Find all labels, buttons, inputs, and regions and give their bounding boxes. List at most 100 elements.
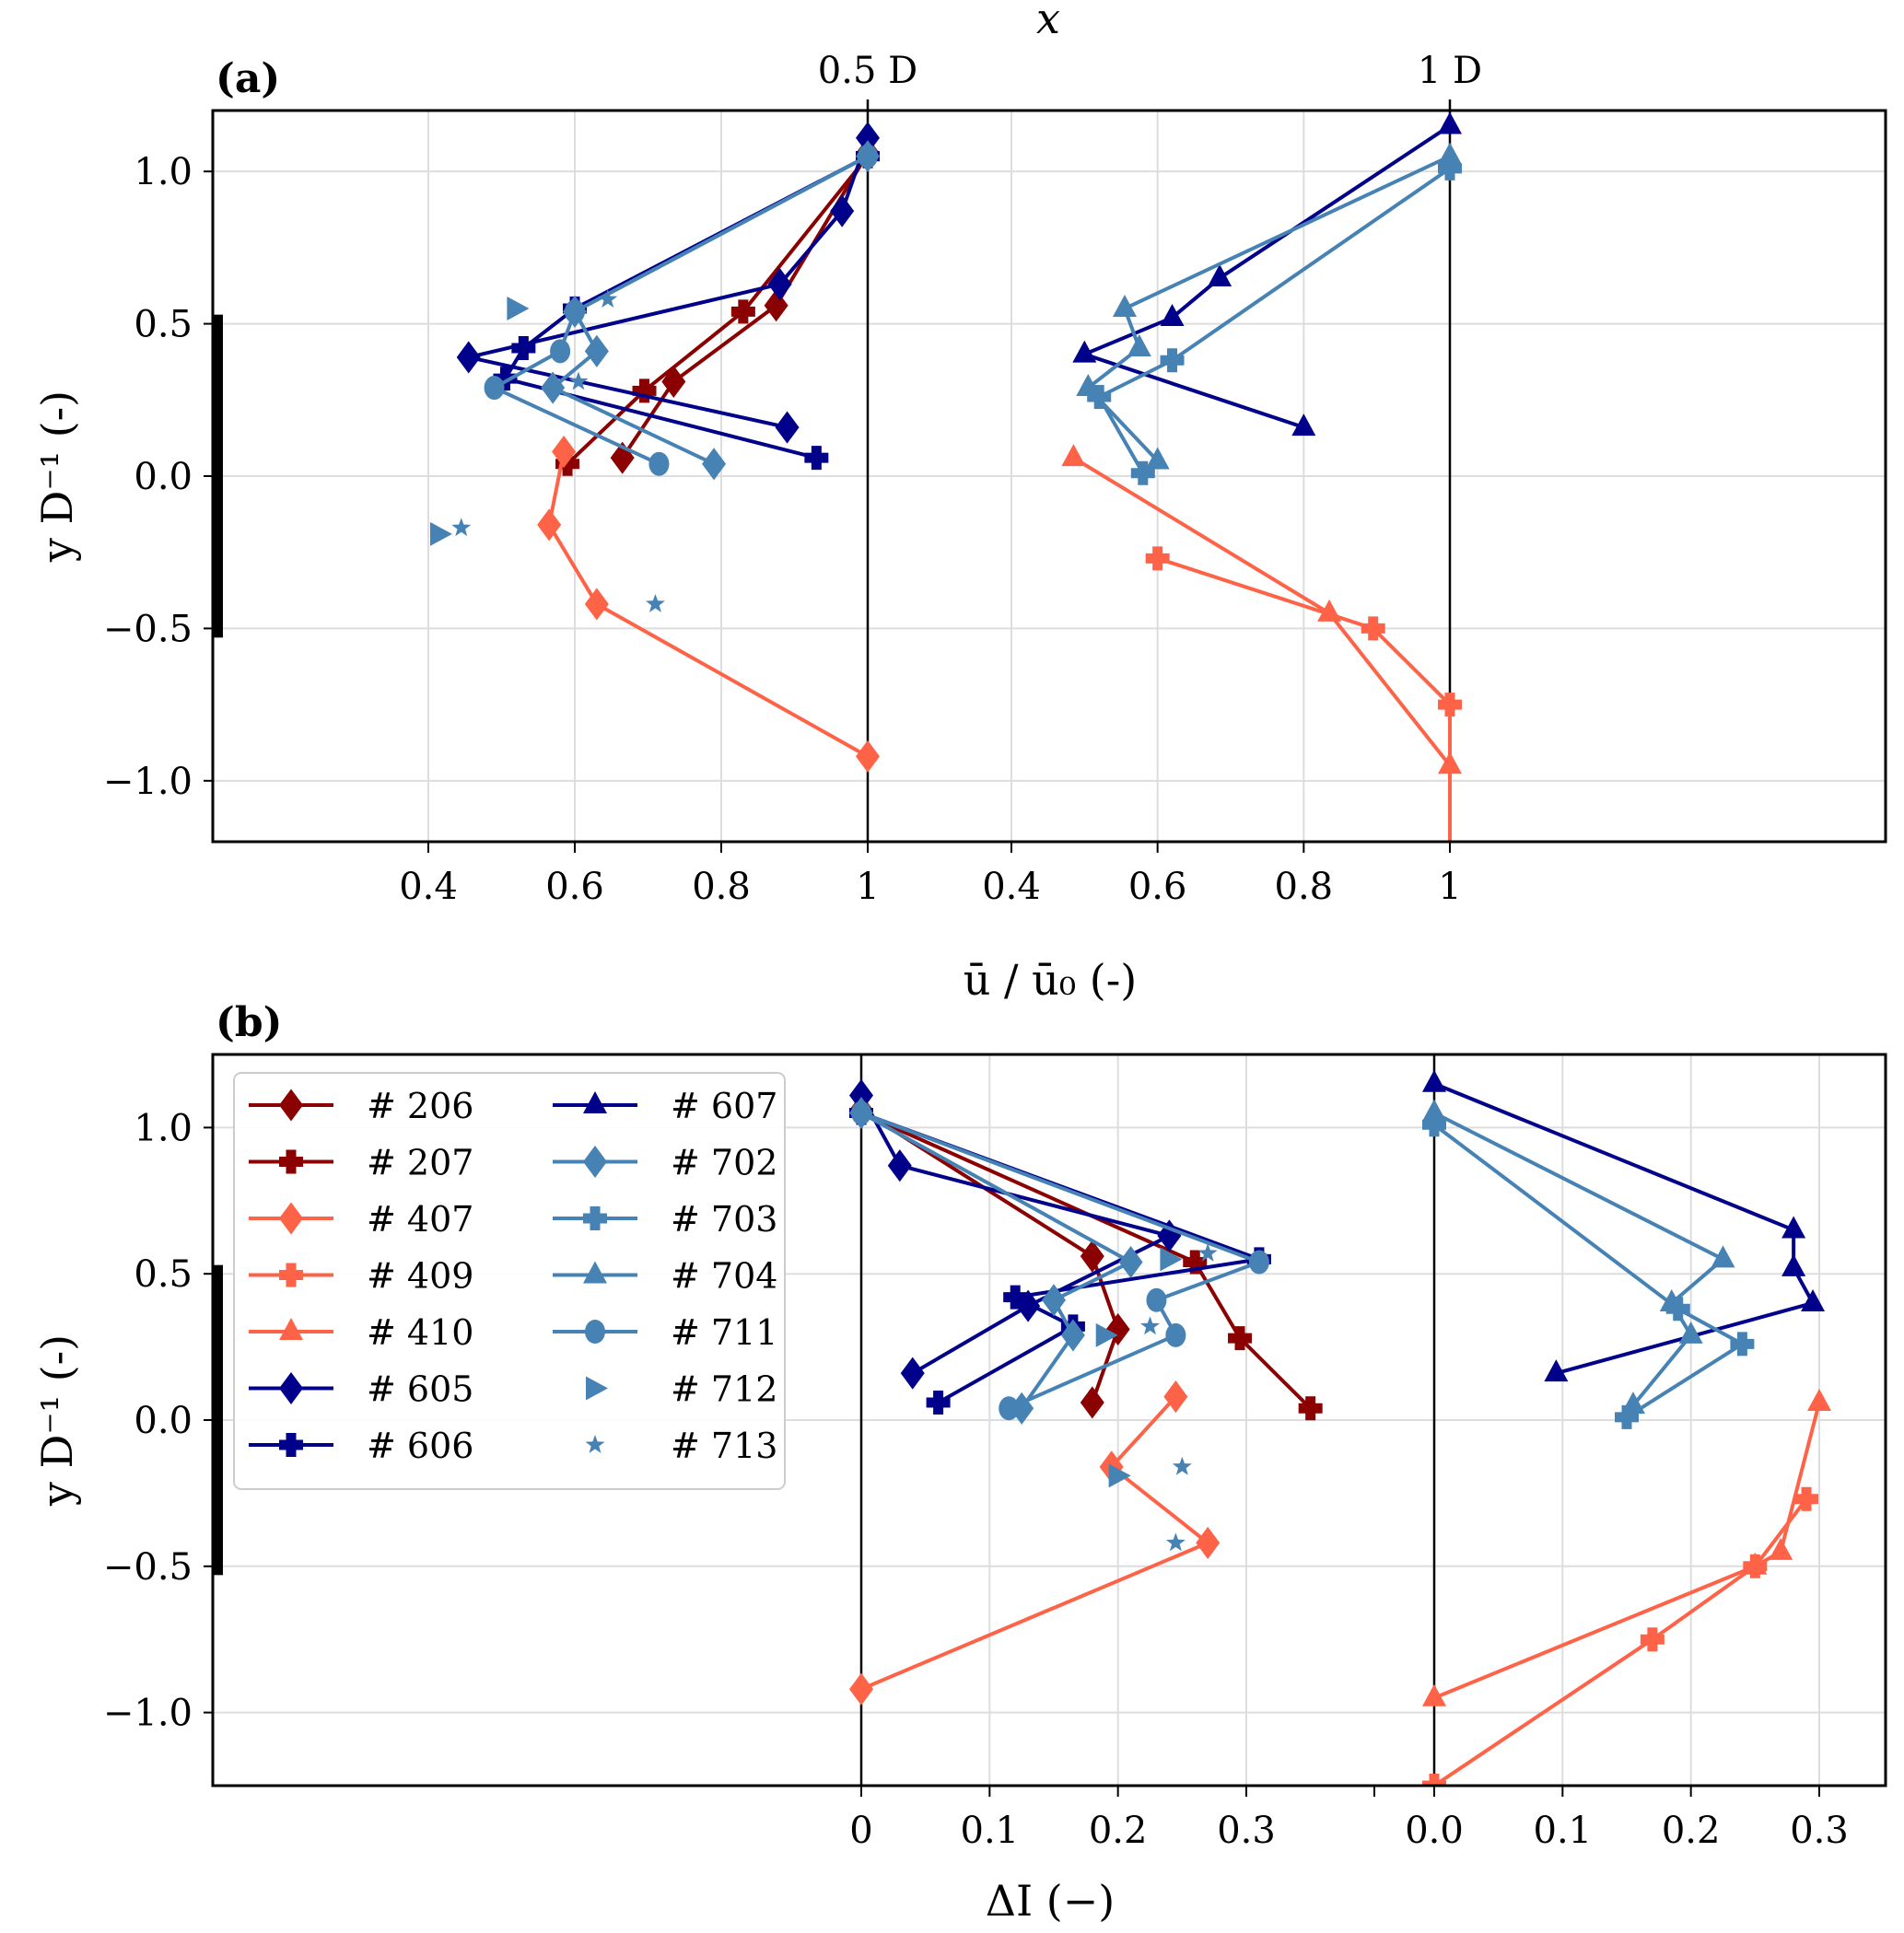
panel-b-station-lines xyxy=(859,1054,1436,1786)
data-point-606 xyxy=(493,367,518,391)
x-tick-label: 0.0 xyxy=(1405,1810,1464,1852)
legend-entry-607: # 607 xyxy=(553,1086,777,1126)
y-tick-label: −0.5 xyxy=(103,1546,193,1589)
legend-marker-606 xyxy=(279,1433,303,1457)
legend-label: # 409 xyxy=(367,1256,473,1297)
data-point-702 xyxy=(702,448,727,481)
legend-label: # 712 xyxy=(671,1369,777,1410)
data-point-607 xyxy=(1781,1216,1806,1239)
data-point-704 xyxy=(1620,1392,1645,1415)
data-point-711 xyxy=(858,144,878,169)
data-point-607 xyxy=(1544,1359,1569,1382)
data-point-704 xyxy=(1438,142,1462,165)
legend-entry-704: # 704 xyxy=(553,1256,777,1297)
data-point-711 xyxy=(851,1100,871,1125)
data-point-407 xyxy=(537,508,562,541)
data-point-713 xyxy=(645,593,665,612)
data-point-607 xyxy=(1072,340,1097,363)
series-607 xyxy=(1422,1069,1826,1382)
legend-marker-206 xyxy=(279,1089,303,1122)
series-207 xyxy=(555,144,880,476)
legend-marker-409 xyxy=(279,1263,303,1287)
data-point-606 xyxy=(926,1390,951,1415)
data-point-712 xyxy=(1095,1322,1118,1347)
legend-label: # 713 xyxy=(671,1426,777,1466)
x-tick-label: 0.3 xyxy=(1790,1810,1849,1852)
series-712 xyxy=(429,297,530,546)
panel-b: −1.0−0.50.00.51.00 0.1 0.2 0.3 0.0 0.1 0.2 0.3 … xyxy=(32,999,1887,1926)
body-extent-bar xyxy=(212,314,223,638)
series-407 xyxy=(537,435,880,773)
legend-label: # 711 xyxy=(671,1312,777,1353)
y-tick-label: 1.0 xyxy=(134,1107,193,1149)
legend-label: # 410 xyxy=(367,1312,473,1353)
x-tick-label: 1 xyxy=(856,866,879,908)
data-point-702 xyxy=(1118,1245,1143,1279)
panel-a-grid xyxy=(213,111,1886,842)
data-point-713 xyxy=(598,289,618,309)
data-point-703 xyxy=(1615,1404,1639,1429)
panel-a-series xyxy=(429,111,1462,842)
legend-entry-407: # 407 xyxy=(249,1199,473,1240)
series-line-410 xyxy=(1433,1402,1821,1700)
panel-b-series xyxy=(849,1069,1831,1786)
panel-a-station-label-1: 1 D xyxy=(1418,50,1482,92)
x-tick-label: 0.6 xyxy=(1128,866,1187,908)
data-point-703 xyxy=(1160,348,1185,373)
data-point-711 xyxy=(648,451,670,476)
data-point-206 xyxy=(661,365,686,398)
data-point-409 xyxy=(1145,546,1170,571)
data-point-410 xyxy=(1317,599,1342,622)
series-711 xyxy=(851,1100,1269,1421)
data-point-704 xyxy=(1659,1288,1684,1311)
legend-marker-410 xyxy=(279,1318,303,1340)
data-point-711 xyxy=(550,339,571,364)
x-tick-label: 0.2 xyxy=(1089,1810,1148,1852)
data-point-704 xyxy=(1112,295,1137,318)
panel-a-station-lines xyxy=(866,99,1452,842)
panel-a-ticks: −1.0 −0.5 0.0 0.5 1.0 0.4 0.6 0.8 1 0.4 0.6 0.8 1 xyxy=(103,151,1462,908)
data-point-711 xyxy=(484,376,505,401)
y-tick-label: 0.0 xyxy=(134,456,193,498)
series-line-703 xyxy=(1432,1123,1745,1419)
legend-label: # 607 xyxy=(671,1086,777,1126)
series-712 xyxy=(1095,1247,1183,1488)
data-point-409 xyxy=(1640,1627,1665,1652)
data-point-407 xyxy=(584,588,609,621)
legend-label: # 703 xyxy=(671,1199,777,1240)
x-tick-label: 0.2 xyxy=(1662,1810,1721,1852)
panel-a: −1.0 −0.5 0.0 0.5 1.0 0.4 0.6 0.8 1 0.4 0.6 0.8 1 (a… xyxy=(32,0,1887,1005)
data-point-711 xyxy=(565,299,585,324)
data-point-607 xyxy=(1422,1069,1446,1092)
x-tick-label: 0.1 xyxy=(961,1810,1020,1852)
x-tick-label: 0.4 xyxy=(399,866,458,908)
data-point-713 xyxy=(1140,1316,1160,1335)
data-point-605 xyxy=(887,1149,912,1182)
legend-label: # 605 xyxy=(367,1369,473,1410)
data-point-607 xyxy=(1781,1253,1806,1276)
data-point-606 xyxy=(1003,1285,1028,1310)
legend-label: # 606 xyxy=(367,1426,473,1466)
data-point-410 xyxy=(1422,1683,1446,1706)
y-tick-label: −0.5 xyxy=(103,608,193,650)
data-point-606 xyxy=(511,336,536,361)
panel-b-xlabel: ΔI (−) xyxy=(986,1876,1115,1926)
x-tick-label: 0.6 xyxy=(545,866,604,908)
data-point-207 xyxy=(555,451,580,476)
series-line-207 xyxy=(566,155,870,466)
series-703 xyxy=(1422,1112,1755,1429)
data-point-407 xyxy=(1163,1380,1188,1414)
series-407 xyxy=(849,1380,1221,1706)
legend-marker-207 xyxy=(279,1149,303,1174)
data-point-605 xyxy=(856,122,880,155)
y-tick-label: −1.0 xyxy=(103,1693,193,1735)
data-point-702 xyxy=(541,371,566,404)
x-tick-label: 0.1 xyxy=(1534,1810,1593,1852)
data-point-607 xyxy=(1291,413,1316,437)
series-line-410 xyxy=(1072,456,1452,842)
x-tick-label: 0.8 xyxy=(692,866,751,908)
panel-b-body-bar xyxy=(212,1264,223,1576)
data-point-407 xyxy=(1196,1526,1221,1559)
data-point-207 xyxy=(632,378,657,403)
series-703 xyxy=(1087,156,1462,485)
